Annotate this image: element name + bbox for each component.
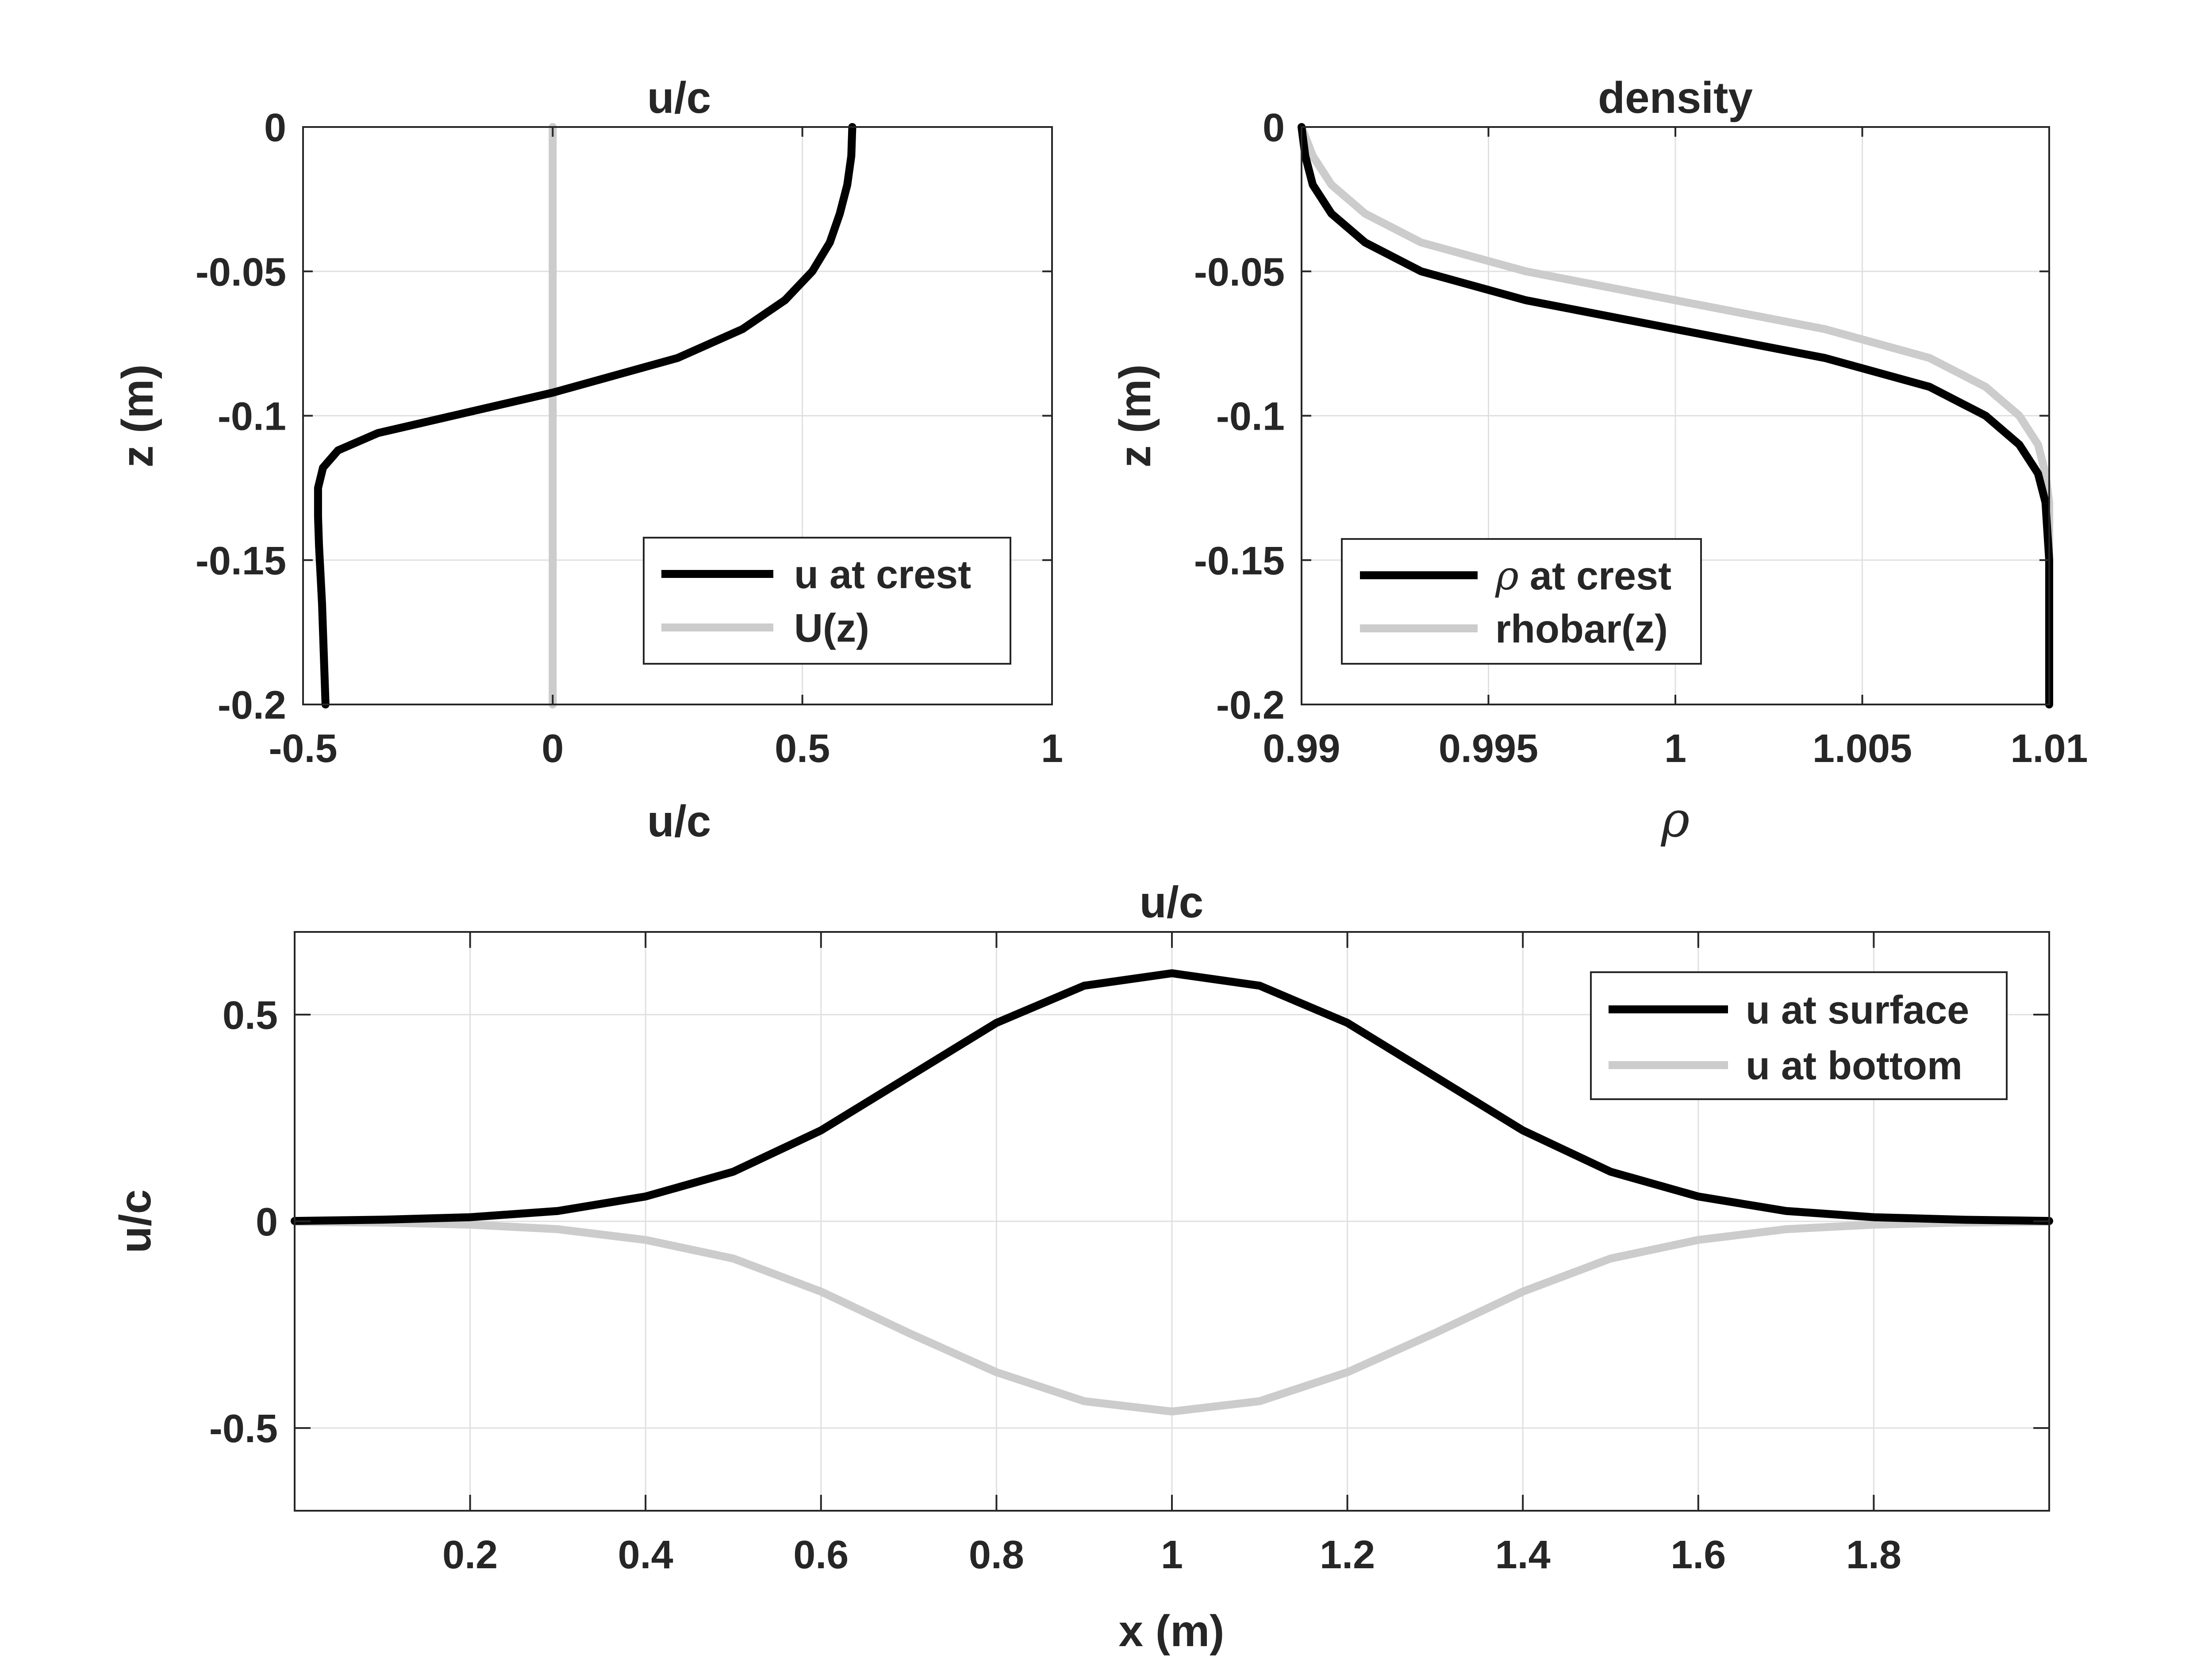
x-tick-labels: 0.99 0.995 1 1.005 1.01 <box>1263 727 2088 771</box>
legend-rho-symbol: ρ <box>1495 553 1519 599</box>
x-tick-labels: -0.5 0 0.5 1 <box>269 727 1063 771</box>
x-tick-label: 1 <box>1041 727 1063 771</box>
x-tick-label: 0.6 <box>793 1533 849 1577</box>
x-tick-label: 1.01 <box>2010 727 2088 771</box>
y-axis-label: z (m) <box>1110 364 1160 467</box>
series-u-at-bottom-line <box>291 1217 2053 1416</box>
x-tick-label: 0.99 <box>1263 727 1340 771</box>
x-tick-label: 1.2 <box>1320 1533 1375 1577</box>
series-u-at-surface-line <box>291 969 2053 1225</box>
legend-label-u-at-surface: u at surface <box>1746 988 1969 1032</box>
series-rhobar-line <box>1298 123 2053 708</box>
x-tick-label: 0.2 <box>442 1533 498 1577</box>
y-tick-label: -0.05 <box>1194 250 1285 294</box>
plot-area <box>1298 123 2053 708</box>
plot-area <box>314 123 856 708</box>
legend: u at crest U(z) <box>643 537 1011 665</box>
y-tick-labels: -0.2 -0.15 -0.1 -0.05 0 <box>196 106 286 727</box>
x-tick-label: 1.005 <box>1813 727 1912 771</box>
legend-label-rhobar: rhobar(z) <box>1495 607 1668 651</box>
x-tick-label: 1.8 <box>1846 1533 1901 1577</box>
legend-box <box>1590 971 2008 1100</box>
ticks <box>1301 126 2050 705</box>
legend-box <box>1341 538 1702 665</box>
legend: u at surface u at bottom <box>1590 971 2008 1100</box>
y-tick-labels: -0.2 -0.15 -0.1 -0.05 0 <box>1194 106 1285 727</box>
series-u-at-crest-line <box>314 123 856 708</box>
y-axis-label: u/c <box>111 1189 160 1253</box>
panel-velocity-along-x: 0.2 0.4 0.6 0.8 1 1.2 1.4 1.6 1.8 -0.5 0 0.5 u/c x… <box>111 877 2053 1656</box>
x-tick-label: 0.8 <box>969 1533 1024 1577</box>
legend-box <box>643 537 1011 665</box>
x-tick-label: -0.5 <box>269 727 337 771</box>
y-tick-label: 0 <box>1263 106 1285 150</box>
panel-density-profile: 0.99 0.995 1 1.005 1.01 -0.2-0.15-0.1-0.050 … <box>1110 73 2088 848</box>
y-tick-label: 0.5 <box>223 993 278 1038</box>
x-axis-label: ρ <box>1661 791 1690 848</box>
series-rho-at-crest-line <box>1298 123 2053 708</box>
x-tick-label: 1 <box>1664 727 1686 771</box>
chart-title: u/c <box>647 73 711 123</box>
y-tick-label: -0.15 <box>196 539 286 583</box>
y-tick-label: -0.1 <box>218 395 286 439</box>
y-tick-label: -0.1 <box>1216 395 1285 439</box>
y-tick-label: 0 <box>264 106 286 150</box>
plot-area <box>291 969 2053 1416</box>
chart-title: density <box>1598 73 1753 123</box>
x-axis-label: x (m) <box>1119 1606 1225 1656</box>
chart-title: u/c <box>1140 877 1203 927</box>
x-tick-label: 0 <box>541 727 564 771</box>
x-tick-label: 0.5 <box>775 727 830 771</box>
y-tick-label: 0 <box>256 1200 278 1244</box>
legend-label-rho-at-crest: ρ at crest <box>1495 553 1671 599</box>
x-tick-label: 1.4 <box>1495 1533 1551 1577</box>
x-tick-label: 0.995 <box>1439 727 1538 771</box>
legend-label-u-at-bottom: u at bottom <box>1746 1044 1962 1088</box>
ticks <box>295 932 2049 1511</box>
y-tick-label: -0.15 <box>1194 539 1285 583</box>
y-tick-label: -0.5 <box>209 1407 278 1451</box>
y-tick-label: -0.05 <box>196 250 286 294</box>
y-axis-label: z (m) <box>113 364 162 467</box>
legend-label-u-at-crest: u at crest <box>794 553 971 597</box>
y-tick-labels: -0.5 0 0.5 <box>209 993 278 1451</box>
x-tick-label: 1.6 <box>1671 1533 1726 1577</box>
legend-label-U-z: U(z) <box>794 606 869 650</box>
x-axis-label: u/c <box>647 797 711 846</box>
legend: ρ at crest rhobar(z) <box>1341 538 1702 665</box>
x-tick-label: 0.4 <box>618 1533 673 1577</box>
y-tick-label: -0.2 <box>218 683 286 727</box>
x-tick-label: 1 <box>1161 1533 1183 1577</box>
legend-rho-suffix: at crest <box>1519 554 1671 598</box>
x-tick-labels: 0.2 0.4 0.6 0.8 1 1.2 1.4 1.6 1.8 <box>442 1533 1901 1577</box>
panel-velocity-profile: -0.5 0 0.5 1 -0.2 -0.15 -0.1 -0.05 0 u/c u/c z … <box>113 73 1063 846</box>
y-tick-label: -0.2 <box>1216 683 1285 727</box>
ticks <box>302 126 1053 705</box>
